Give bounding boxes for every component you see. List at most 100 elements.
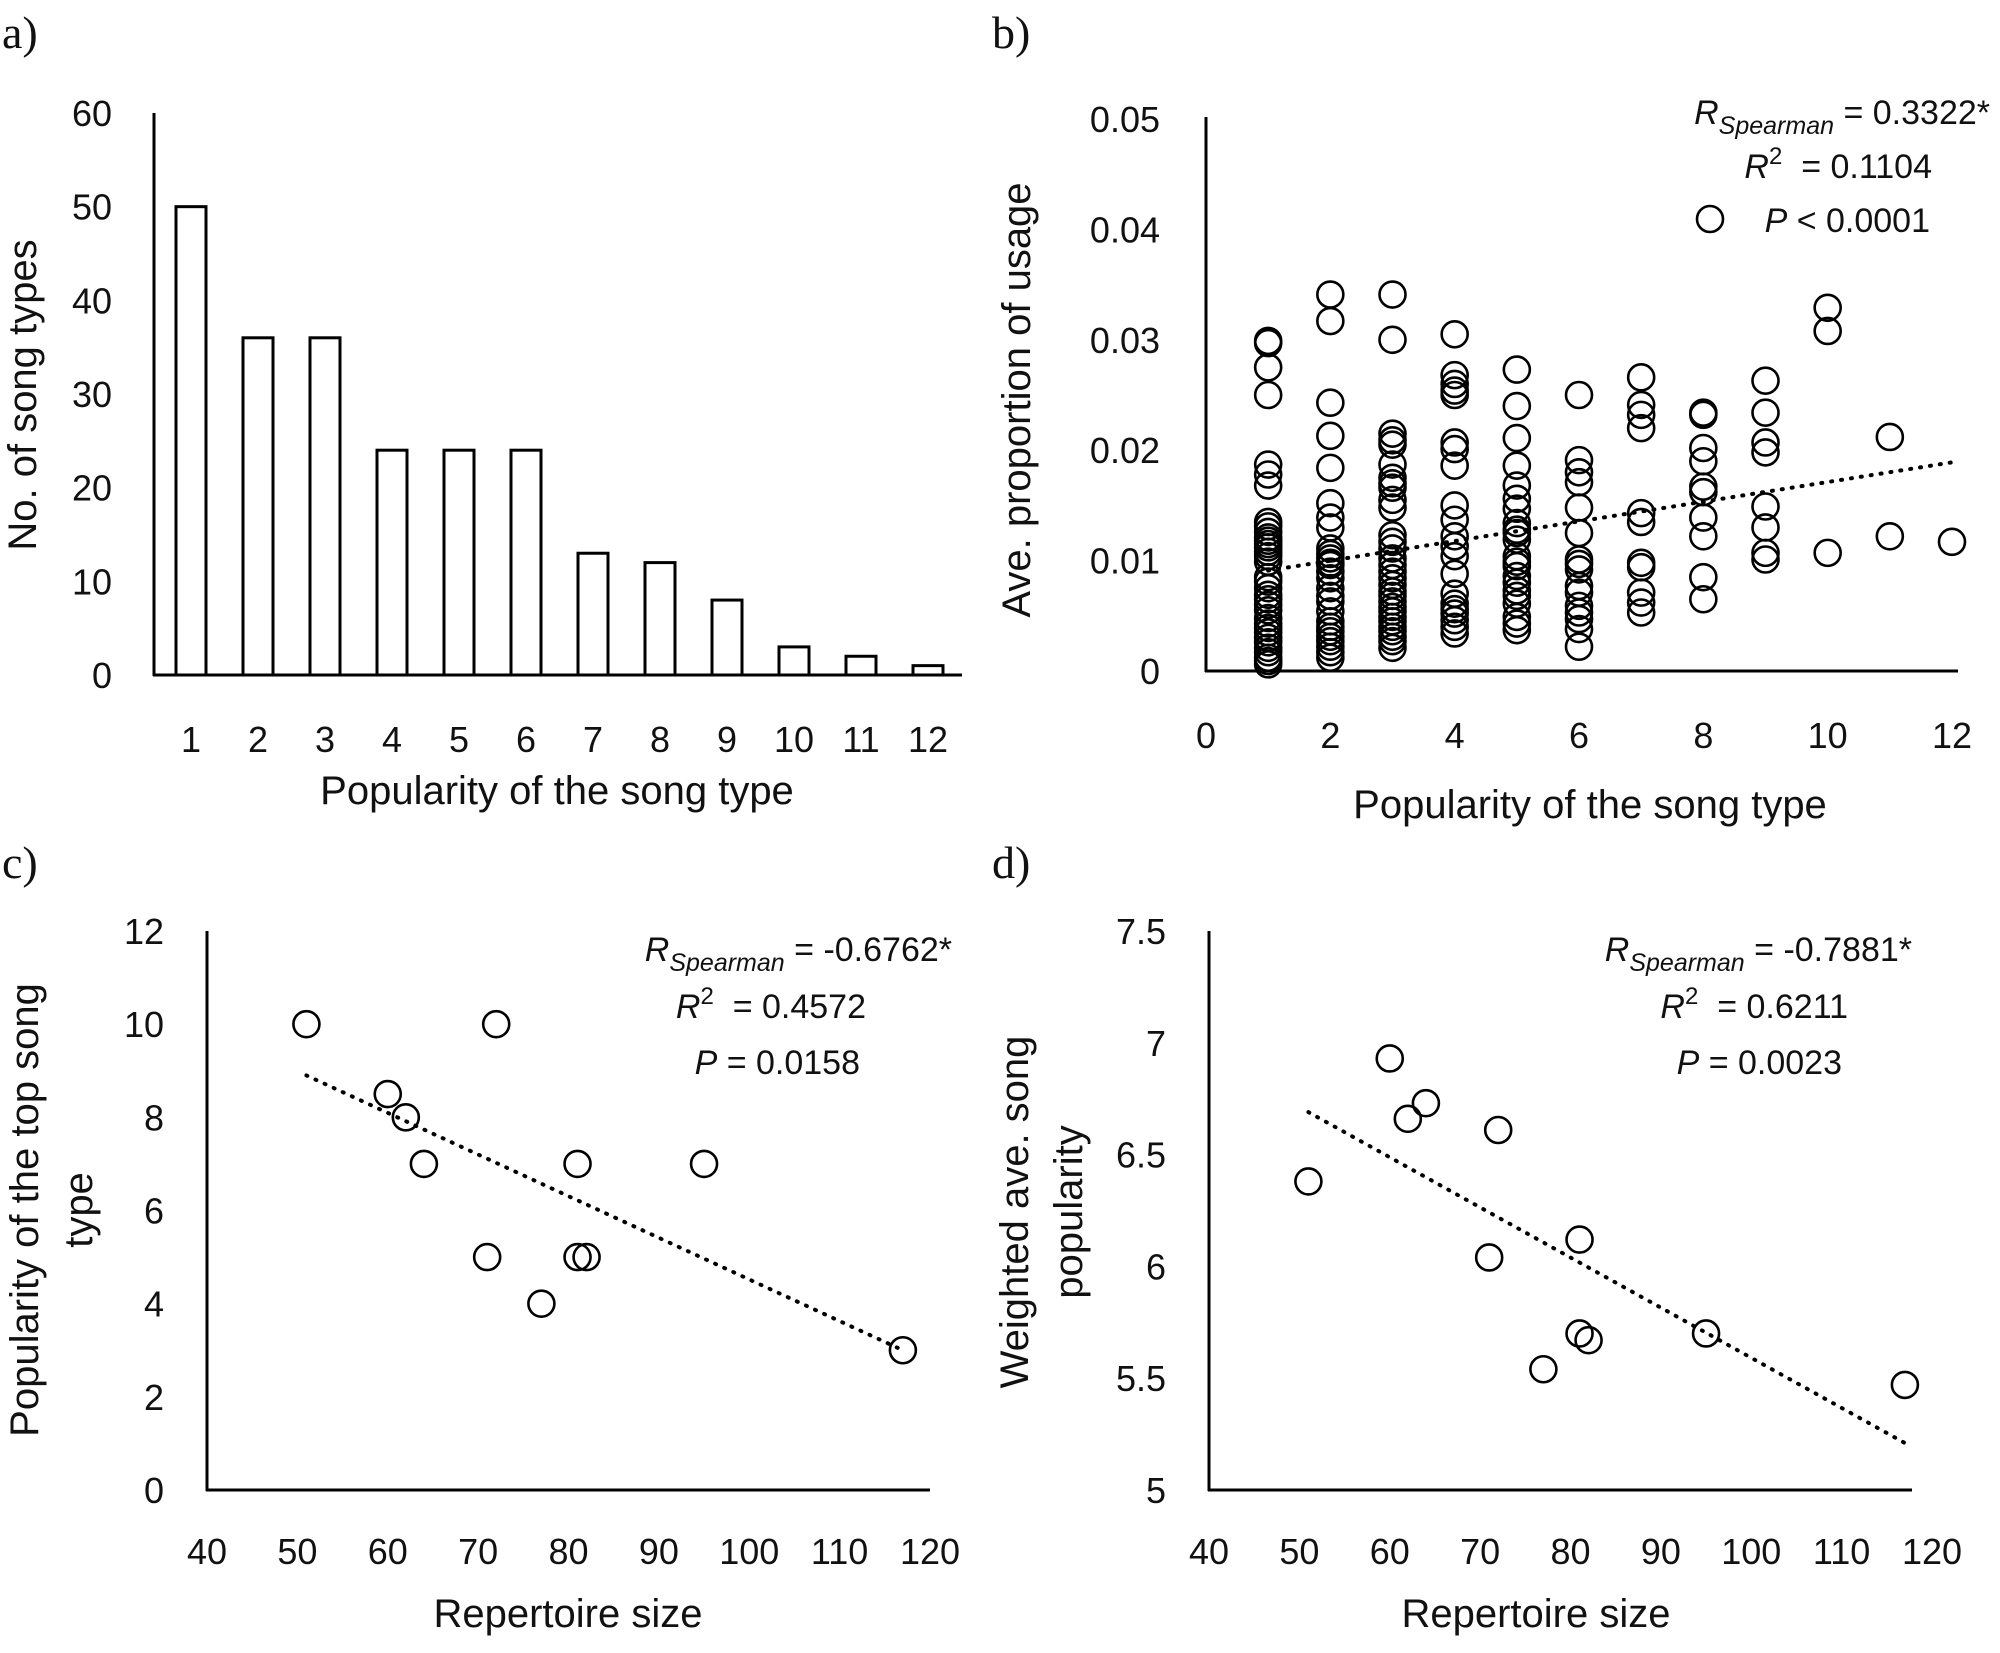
panel-c-y-axis-title-line2: type [57,1172,101,1248]
data-point [1378,527,1407,557]
data-point [1253,460,1283,489]
panel-d-x-tick-label: 50 [1279,1531,1319,1572]
data-point [409,1149,439,1179]
data-point [1378,493,1407,522]
p-symbol: P [695,1044,718,1082]
data-point [1875,422,1905,452]
data-point [1378,280,1407,309]
panel-a-y-axis-title: No. of song types [1,239,45,550]
panel-d-label: d) [992,837,1030,888]
panel-a-y-tick-label: 50 [72,187,112,228]
data-point [1564,632,1594,662]
panel-d-y-tick-labels: 5 5.5 6 6.5 7 7.5 [1116,911,1166,1511]
panel-a-x-tick-label: 4 [382,719,402,760]
data-point [1502,391,1532,421]
panel-d-x-tick-label: 100 [1721,1531,1781,1572]
data-point [1253,573,1283,603]
panel-c-scatter-chart: c) 0 2 4 6 8 10 12 40 50 60 70 80 90 100 110 120 Reper… [2,837,960,1636]
data-point [1751,492,1780,521]
data-point [1393,1104,1423,1134]
panel-d-p-value: P = 0.0023 [1677,1044,1842,1082]
data-point [1316,388,1345,418]
panel-b-x-tick-label: 4 [1445,715,1465,756]
data-point [1253,471,1283,500]
data-point [1502,561,1532,591]
data-point [292,1009,321,1039]
data-point [1440,369,1469,399]
panel-b-x-axis-title: Popularity of the song type [1353,783,1827,827]
r-value: = 0.3322* [1834,94,1990,132]
data-point [1751,545,1780,574]
data-point [1502,551,1532,581]
panel-a-x-tick-label: 2 [248,719,268,760]
panel-c-x-axis-title: Repertoire size [433,1592,702,1636]
bar-popularity-8 [643,561,677,677]
panel-d-trendline [1306,1110,1907,1446]
data-point [572,1242,601,1272]
panel-b-scatter-chart: b) 0 0.01 0.02 0.03 0.04 0.05 0 2 4 6 8 10 12 Popul… [992,7,1990,827]
data-point [563,1242,592,1272]
panel-c-x-tick-label: 120 [900,1531,960,1572]
data-point [1689,503,1718,532]
data-point [1253,326,1283,356]
panel-b-x-tick-label: 8 [1693,715,1713,756]
panel-a-x-tick-label: 6 [516,719,536,760]
panel-c-y-tick-label: 0 [144,1470,164,1511]
data-point [1502,451,1532,480]
panel-d-x-tick-label: 90 [1641,1531,1681,1572]
panel-b-x-tick-label: 6 [1569,715,1589,756]
data-point [1440,605,1469,635]
data-point [1440,522,1469,551]
panel-d-r-squared: R2 = 0.6211 [1660,983,1848,1026]
panel-d-y-tick-label: 5 [1146,1470,1166,1511]
data-point [1316,306,1345,336]
data-point [1529,1354,1558,1384]
bar-popularity-5 [442,448,476,677]
panel-b-x-tick-label: 12 [1932,715,1972,756]
bar-popularity-4 [375,448,409,677]
panel-c-x-tick-label: 80 [548,1531,588,1572]
panel-a-x-tick-label: 11 [842,719,879,760]
data-point [1502,484,1532,514]
data-point [1564,493,1594,522]
data-point [1378,557,1407,586]
data-point [1378,520,1407,550]
panel-d-stats-annotation: RSpearman = -0.7881* R2 = 0.6211 P = 0.0… [1605,931,1912,1082]
panel-b-y-tick-label: 0 [1140,651,1160,692]
panel-c-y-tick-label: 2 [144,1377,164,1418]
panel-a-y-tick-label: 30 [72,374,112,415]
data-point [1574,1325,1603,1355]
panel-b-legend-marker-icon [1695,204,1725,234]
data-point [1502,471,1532,500]
panel-a-x-tick-label: 10 [774,719,814,760]
data-point [1375,1044,1405,1073]
panel-b-x-tick-label: 10 [1808,715,1848,756]
data-point [1626,498,1656,528]
data-point [1440,360,1469,390]
r-subscript: Spearman [1629,949,1744,977]
data-point [1564,555,1594,584]
data-point [1316,421,1345,451]
data-point [1502,508,1532,538]
panel-d-x-tick-label: 120 [1902,1531,1962,1572]
panel-c-p-value: P = 0.0158 [695,1044,860,1082]
data-point [1316,280,1345,309]
panel-c-y-tick-label: 12 [124,911,164,952]
data-point [1253,380,1283,410]
data-point [1564,518,1594,548]
panel-c-y-tick-label: 6 [144,1191,164,1232]
panel-c-x-tick-label: 90 [639,1531,679,1572]
data-point [1316,563,1345,593]
panel-c-x-tick-label: 60 [368,1531,408,1572]
data-point [1751,366,1780,395]
panel-b-label: b) [992,7,1030,58]
p-symbol: P [1765,202,1788,240]
panel-d-y-tick-label: 5.5 [1116,1358,1166,1399]
panel-b-stats-annotation: RSpearman = 0.3322* R2 = 0.1104 P < 0.00… [1694,94,1990,240]
panel-d-y-axis-title-line1: Weighted ave. song [993,1036,1037,1389]
panel-a-x-tick-label: 5 [449,719,469,760]
r2-value: = 0.4572 [714,988,866,1026]
data-point [1378,450,1407,479]
panel-b-y-tick-label: 0.04 [1090,209,1160,250]
data-point [1440,380,1469,410]
